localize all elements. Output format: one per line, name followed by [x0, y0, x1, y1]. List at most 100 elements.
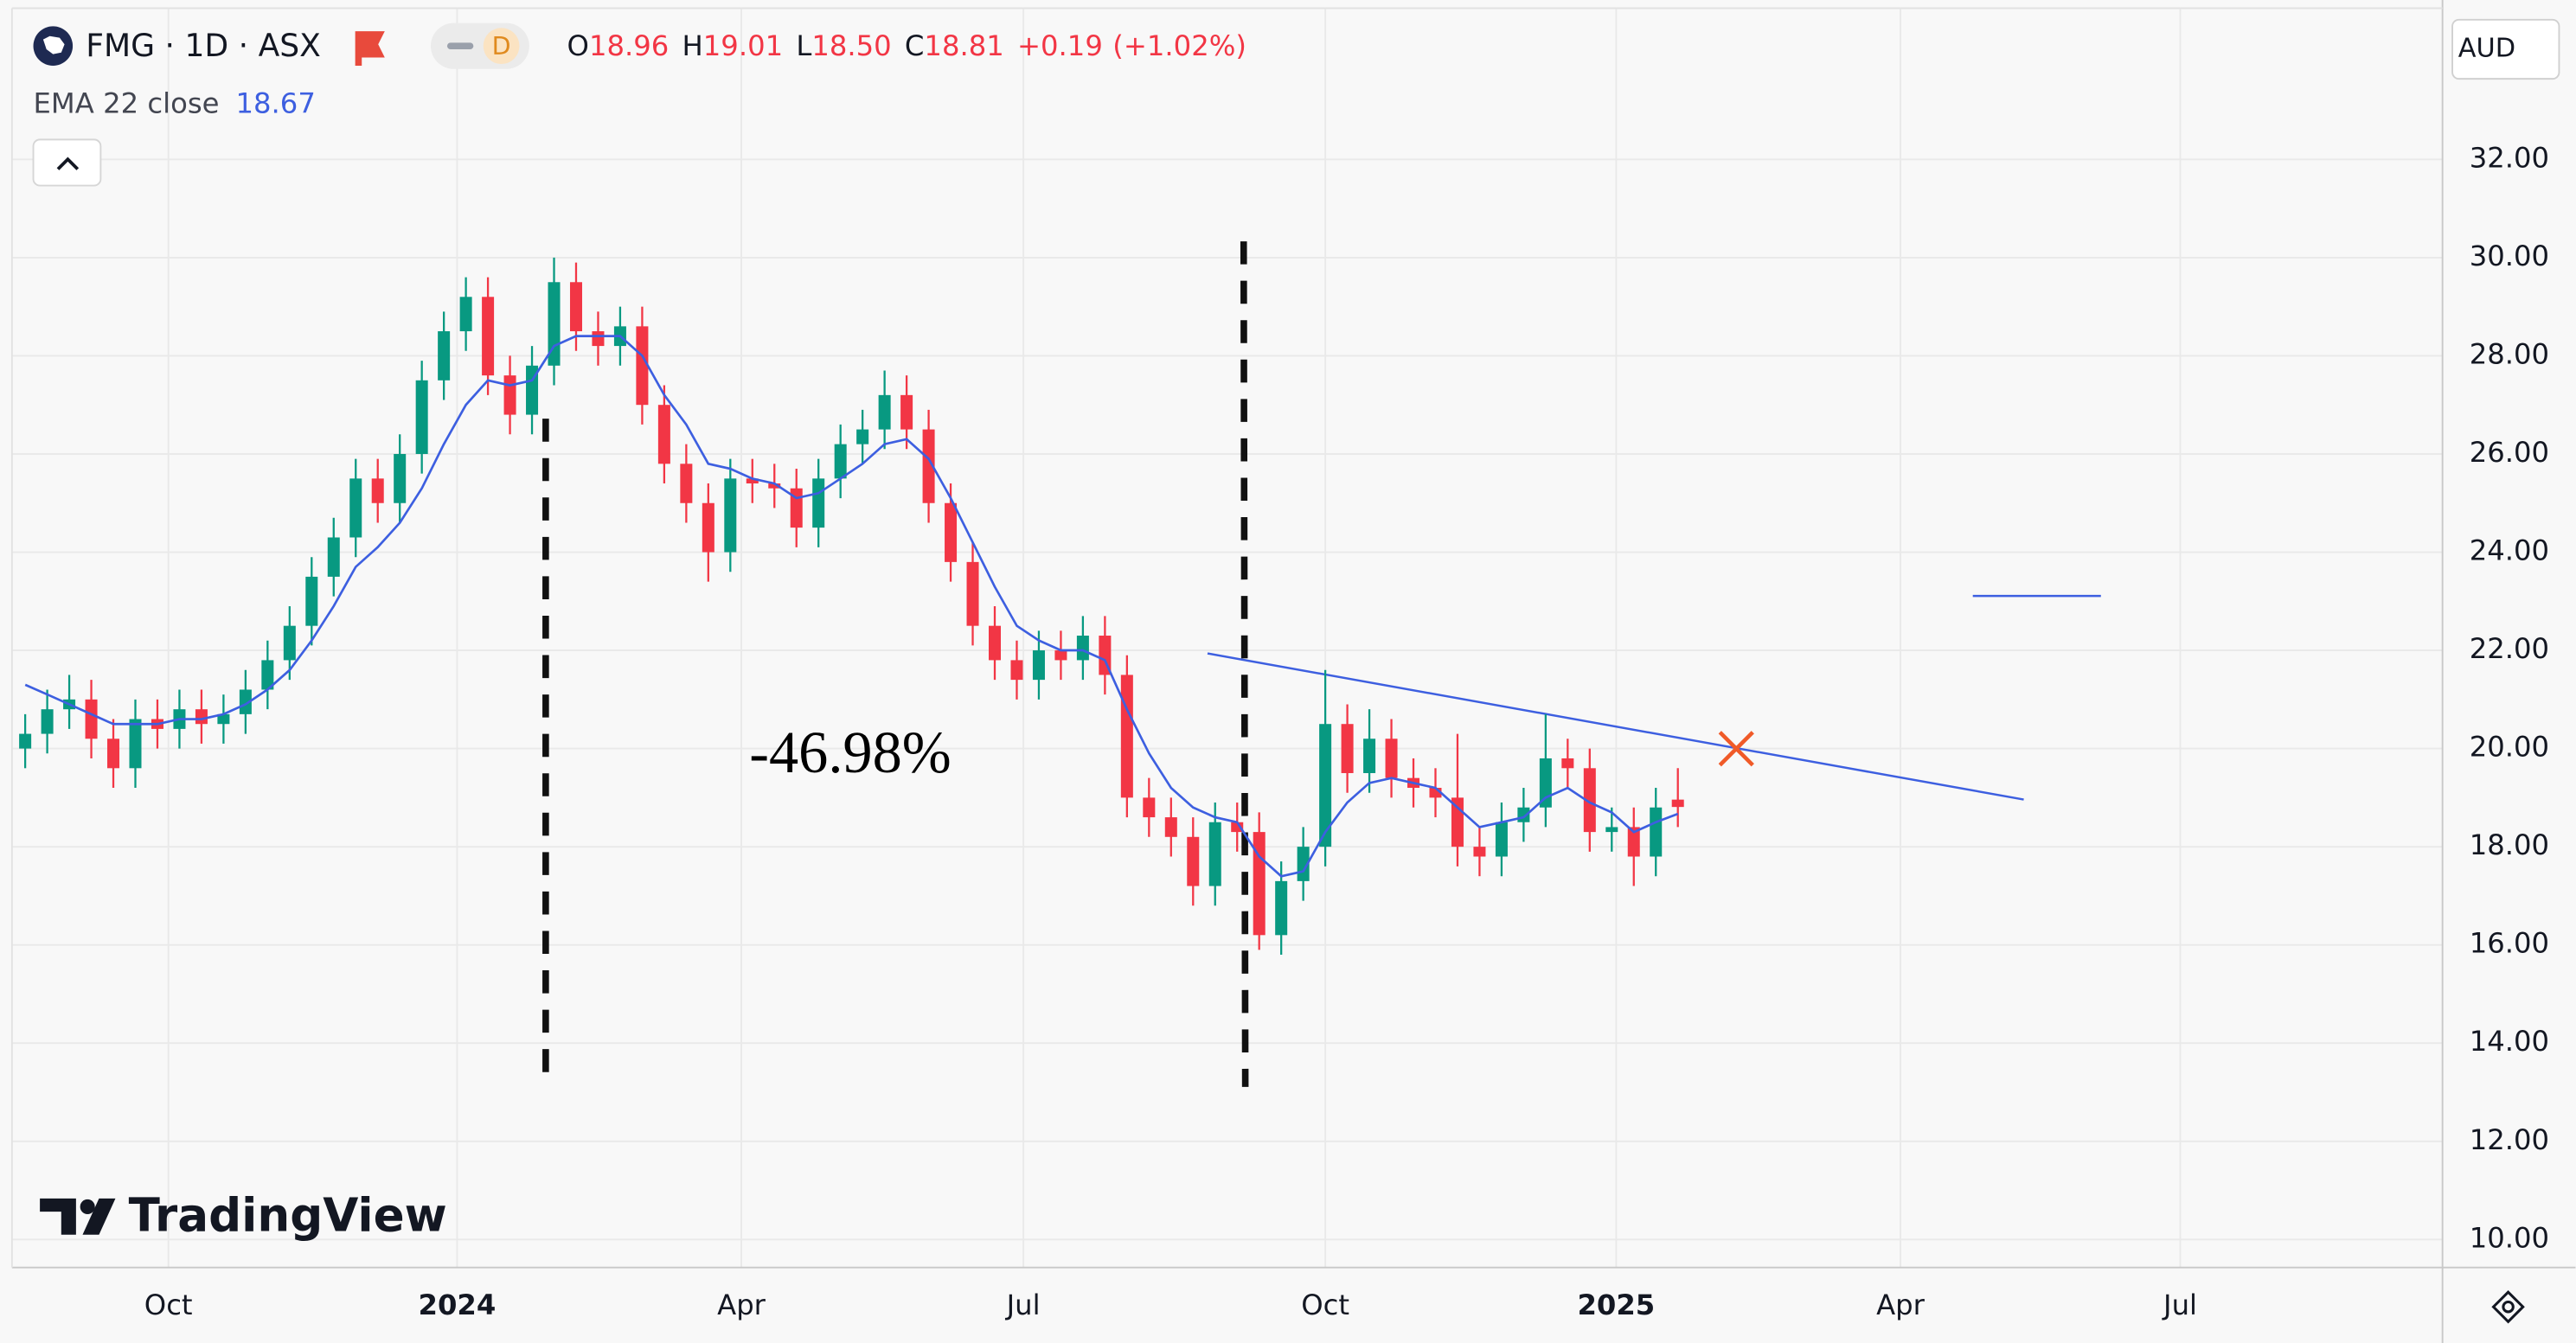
y-tick-label: 14.00 — [2470, 1025, 2549, 1058]
candle-body — [1208, 822, 1221, 886]
x-tick-label: 2025 — [1577, 1289, 1655, 1321]
candle-body — [394, 453, 407, 503]
ohlc-label: L — [796, 29, 811, 62]
change-pct: (+1.02%) — [1112, 29, 1246, 62]
candle-body — [305, 576, 318, 626]
candle-body — [988, 625, 1002, 661]
candle-body — [1561, 758, 1574, 769]
x-tick-label: 2024 — [419, 1289, 497, 1321]
ohlc-label: O — [567, 29, 589, 62]
candle-body — [724, 478, 737, 553]
watermark-logo — [40, 1198, 116, 1235]
y-tick-label: 18.00 — [2470, 828, 2549, 861]
candle-body — [1363, 739, 1376, 773]
candle-body — [945, 502, 958, 562]
flag-icon-detail — [42, 35, 65, 54]
ema-line — [24, 335, 1679, 878]
candle-body — [1583, 768, 1596, 833]
watermark: TradingView — [129, 1188, 447, 1242]
currency: AUD — [2458, 33, 2515, 63]
cross-marker — [1718, 731, 1754, 767]
candle-body — [1076, 636, 1089, 661]
candle-body — [1010, 660, 1023, 681]
candle-body — [812, 478, 825, 528]
candle-body — [371, 478, 384, 503]
candle-body — [1275, 880, 1288, 936]
candle-body — [966, 561, 979, 626]
candle-body — [1319, 724, 1332, 847]
candle-body — [349, 478, 362, 538]
candle-body — [1650, 807, 1663, 857]
x-tick-label: Jul — [2162, 1289, 2197, 1321]
candle-body — [856, 429, 869, 444]
settings-icon[interactable] — [2491, 1289, 2525, 1324]
symbol: FMG · 1D · ASX — [86, 28, 321, 64]
dashed-marker — [1240, 241, 1249, 1087]
candle-body — [283, 625, 296, 661]
pill-dash — [446, 42, 474, 49]
ohlc-label: C — [905, 29, 925, 62]
candle-body — [1187, 836, 1200, 886]
y-tick-label: 28.00 — [2470, 337, 2549, 370]
y-tick-label: 12.00 — [2470, 1123, 2549, 1156]
badge-bg — [483, 28, 520, 65]
candle-body — [1495, 822, 1508, 857]
candle-body — [592, 331, 605, 347]
indicator-name: EMA 22 close — [34, 87, 220, 120]
ohlc: O18.96 H19.01 L18.50 C18.81 +0.19 (+1.02%) — [567, 29, 1246, 62]
candle-body — [239, 689, 252, 714]
candle-body — [195, 709, 208, 725]
overlay — [24, 335, 1679, 878]
candle-body — [327, 537, 340, 577]
candle-body — [834, 444, 847, 479]
axes: 10.00 12.00 14.00 16.00 18.00 20.00 22.00 24.00… — [144, 141, 2549, 1321]
drawings — [542, 241, 2101, 1087]
candle-body — [1120, 675, 1133, 798]
change: +0.19 — [1017, 29, 1103, 62]
candle-body — [41, 709, 54, 734]
market-flag — [355, 31, 385, 66]
ohlc-value: 18.96 — [589, 29, 669, 62]
candle-body — [217, 713, 230, 725]
candle-body — [702, 502, 714, 553]
candle-body — [261, 660, 274, 690]
currency-button[interactable] — [2451, 18, 2560, 80]
y-tick-label: 16.00 — [2470, 927, 2549, 960]
candle-body — [636, 326, 649, 406]
candle-body — [438, 331, 451, 381]
y-tick-label: 20.00 — [2470, 731, 2549, 764]
interval-badge: D — [492, 32, 511, 61]
candle-body — [1671, 799, 1684, 808]
candle-body — [680, 464, 693, 503]
x-tick-label: Jul — [1005, 1289, 1041, 1321]
candle-body — [415, 380, 428, 454]
x-tick-label: Apr — [1876, 1289, 1926, 1321]
candle-body — [1253, 832, 1266, 936]
x-tick-label: Oct — [144, 1289, 193, 1321]
candle-body — [107, 739, 120, 769]
y-tick-label: 30.00 — [2470, 240, 2549, 272]
candle-body — [1605, 827, 1618, 833]
ohlc-label: H — [682, 29, 703, 62]
candle-body — [1032, 650, 1045, 681]
y-tick-label: 24.00 — [2470, 534, 2549, 567]
candle-body — [569, 282, 582, 332]
candle-body — [1385, 739, 1398, 778]
y-tick-label: 32.00 — [2470, 141, 2549, 174]
candle-body — [503, 375, 516, 415]
ohlc-value: 19.01 — [703, 29, 783, 62]
ohlc-value: 18.50 — [811, 29, 891, 62]
collapse-button[interactable] — [32, 138, 102, 187]
x-tick-label: Oct — [1301, 1289, 1349, 1321]
candle-body — [1231, 822, 1244, 833]
candle-body — [459, 297, 472, 332]
candle-body — [922, 429, 935, 503]
caret — [56, 157, 80, 170]
indicator-legend: EMA 22 close 18.67 — [34, 87, 316, 120]
y-tick-label: 22.00 — [2470, 632, 2549, 665]
ohlc-value: 18.81 — [924, 29, 1003, 62]
y-tick-label: 10.00 — [2470, 1221, 2549, 1254]
candle-body — [19, 733, 32, 749]
